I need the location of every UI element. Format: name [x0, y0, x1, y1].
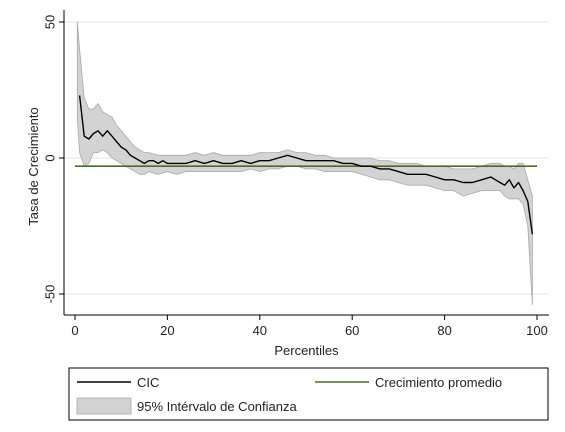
- legend-key-ci-band: [77, 398, 131, 414]
- x-tick-label: 40: [253, 323, 267, 338]
- legend-label-ci_band: 95% Intérvalo de Confianza: [137, 399, 297, 414]
- y-tick-label: 50: [42, 15, 57, 29]
- x-axis-title: Percentiles: [274, 343, 339, 358]
- x-tick-label: 100: [526, 323, 548, 338]
- x-tick-label: 60: [345, 323, 359, 338]
- legend-label-cic: CIC: [137, 375, 159, 390]
- legend-label-promedio: Crecimiento promedio: [375, 375, 502, 390]
- x-tick-label: 0: [71, 323, 78, 338]
- legend: CIC Crecimiento promedio 95% Intérvalo de …: [69, 368, 548, 420]
- y-tick-label: 0: [42, 154, 57, 161]
- y-axis-title: Tasa de Crecimiento: [26, 107, 41, 226]
- x-tick-label: 20: [160, 323, 174, 338]
- x-tick-label: 80: [437, 323, 451, 338]
- y-tick-label: -50: [42, 285, 57, 304]
